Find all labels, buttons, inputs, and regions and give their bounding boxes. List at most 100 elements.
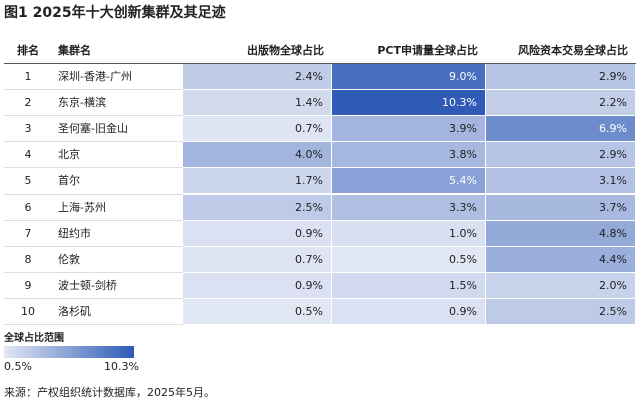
cell-value: 10.3% — [442, 96, 477, 110]
legend-min: 0.5% — [4, 360, 32, 373]
cell-value: 3.7% — [599, 200, 627, 214]
cell-value: 2.0% — [599, 278, 627, 292]
cell-value: 4.0% — [295, 148, 323, 162]
column-header: 出版物全球占比 — [247, 44, 324, 57]
heat-cell — [486, 116, 635, 142]
cell-value: 3.1% — [599, 174, 627, 188]
heat-cell — [332, 194, 485, 220]
cell-value: 0.9% — [295, 278, 323, 292]
source: 来源：产权组织统计数据库，2025年5月。 — [4, 386, 215, 399]
cell-value: 2.4% — [295, 70, 323, 83]
cell-value: 2.9% — [599, 70, 627, 83]
cell-value: 2.5% — [295, 200, 323, 214]
cluster-name: 纽约市 — [58, 226, 91, 240]
cell-value: 1.0% — [449, 226, 477, 240]
row-rule — [4, 167, 183, 169]
heat-cell — [183, 246, 331, 272]
row-rule — [4, 324, 183, 325]
heat-cell — [486, 272, 635, 298]
cell-value: 6.9% — [599, 122, 627, 136]
cell-value: 0.9% — [295, 226, 323, 240]
row-rule — [4, 245, 183, 247]
cell-value: 1.4% — [295, 96, 323, 110]
row-rule — [4, 193, 183, 195]
column-header: 风险资本交易全球占比 — [518, 44, 628, 57]
rank: 6 — [24, 200, 32, 214]
heat-cell — [183, 220, 331, 246]
heat-cell — [486, 298, 635, 324]
heat-cell — [183, 142, 331, 168]
heat-cell — [332, 90, 485, 116]
row-rule — [4, 219, 183, 221]
heat-cell — [332, 272, 485, 298]
rank: 7 — [24, 226, 32, 240]
heat-cell — [183, 194, 331, 220]
heat-cell — [183, 272, 331, 298]
title: 图1 2025年十大创新集群及其足迹 — [4, 5, 226, 21]
heat-cell — [332, 246, 485, 272]
heat-cell — [332, 220, 485, 246]
row-rule — [4, 271, 183, 273]
cell-value: 2.9% — [599, 148, 627, 162]
cell-value: 1.7% — [295, 174, 323, 188]
cell-value: 0.7% — [295, 122, 323, 136]
cluster-name: 伦敦 — [58, 252, 80, 266]
rank: 3 — [24, 122, 32, 136]
heat-cell — [486, 142, 635, 168]
cell-value: 0.7% — [295, 252, 323, 266]
heat-cell — [183, 116, 331, 142]
cell-value: 4.8% — [599, 226, 627, 240]
rank: 5 — [24, 174, 32, 188]
heat-cell — [486, 246, 635, 272]
cluster-name: 深圳-香港-广州 — [58, 70, 132, 83]
heat-cell — [486, 64, 635, 90]
heat-cell — [183, 90, 331, 116]
cell-value: 2.5% — [599, 304, 627, 318]
rank: 8 — [24, 252, 32, 266]
heat-cell — [332, 298, 485, 324]
column-header: PCT申请量全球占比 — [377, 44, 478, 57]
heat-cell — [486, 220, 635, 246]
rank: 10 — [21, 304, 35, 318]
legend-gradient — [4, 346, 134, 358]
legend-title: 全球占比范围 — [4, 333, 64, 344]
cluster-name: 东京-横滨 — [58, 96, 106, 110]
cell-value: 1.5% — [449, 278, 477, 292]
cell-value: 2.2% — [599, 96, 627, 110]
rank: 1 — [24, 70, 32, 83]
row-rule — [4, 89, 183, 91]
cluster-name: 洛杉矶 — [58, 304, 91, 318]
heat-cell — [332, 116, 485, 142]
cell-value: 5.4% — [449, 174, 477, 188]
heat-cell — [486, 90, 635, 116]
column-header: 集群名 — [58, 44, 91, 57]
row-rule — [4, 141, 183, 143]
column-header: 排名 — [17, 44, 39, 57]
cell-value: 3.8% — [449, 148, 477, 162]
heat-cell — [183, 298, 331, 324]
heat-cell — [486, 194, 635, 220]
header-rule — [4, 63, 636, 64]
row-rule — [4, 297, 183, 299]
cell-value: 0.5% — [449, 252, 477, 266]
cell-value: 0.5% — [295, 304, 323, 318]
cluster-name: 上海-苏州 — [58, 200, 106, 214]
cell-value: 0.9% — [449, 304, 477, 318]
cluster-name: 波士顿-剑桥 — [58, 278, 117, 292]
cluster-name: 北京 — [58, 148, 80, 162]
heat-cell — [183, 168, 331, 194]
legend-max: 10.3% — [104, 360, 139, 373]
cell-value: 4.4% — [599, 252, 627, 266]
rank: 4 — [24, 148, 32, 162]
cell-value: 3.9% — [449, 122, 477, 136]
cluster-name: 首尔 — [58, 174, 80, 188]
cell-value: 9.0% — [449, 70, 477, 83]
heat-cell — [486, 168, 635, 194]
rank: 9 — [24, 278, 32, 292]
cluster-name: 圣何塞-旧金山 — [58, 122, 128, 136]
heat-cell — [332, 142, 485, 168]
rank: 2 — [24, 96, 32, 110]
heat-cell — [332, 168, 485, 194]
heat-cell — [183, 64, 331, 90]
